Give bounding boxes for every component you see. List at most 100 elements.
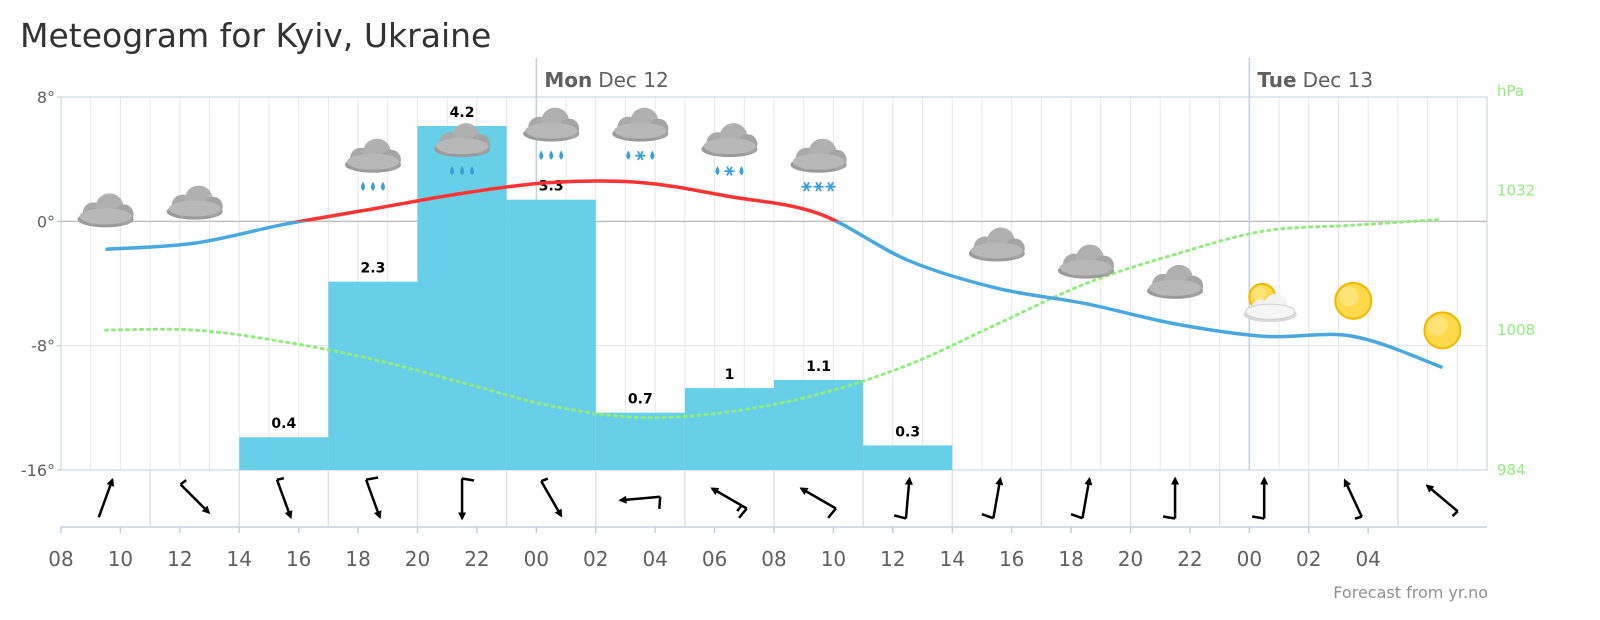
wind-shaft <box>540 480 563 517</box>
x-tick-label: 08 <box>761 547 786 571</box>
wind-barb <box>1162 476 1180 520</box>
wind-feather <box>461 477 475 482</box>
wind-barb <box>540 477 563 518</box>
precipitation-bars <box>239 126 953 470</box>
precipitation-bar <box>328 281 418 470</box>
y-axis-right: hPa 1032 1008 984 <box>1497 82 1535 479</box>
wind-arrowhead <box>1084 476 1093 486</box>
snowflake-arm <box>637 150 644 161</box>
rain-icon <box>434 123 491 176</box>
cloud-part <box>1245 303 1296 320</box>
x-tick-label: 00 <box>1237 547 1262 571</box>
wind-shaft <box>1081 478 1091 519</box>
wind-barb <box>179 479 211 515</box>
precipitation-bar <box>417 126 507 470</box>
credit-link[interactable]: Forecast from yr.no <box>1333 583 1488 602</box>
raindrop <box>460 166 465 176</box>
snow-icon <box>790 138 847 192</box>
wind-shaft <box>179 483 210 514</box>
day-date: Dec 12 <box>598 68 669 92</box>
wind-arrowhead <box>284 510 293 520</box>
y-right-tick-label: 1032 <box>1497 181 1535 199</box>
snowflake-arm <box>827 181 834 192</box>
x-tick-label: 10 <box>108 547 133 571</box>
y-axis-right-title: hPa <box>1497 82 1524 100</box>
cloud-shape <box>166 185 223 220</box>
cloud-icon <box>1057 244 1114 279</box>
wind-barb <box>1251 476 1269 520</box>
x-tick-label: 02 <box>1296 547 1321 571</box>
x-tick-label: 18 <box>345 547 370 571</box>
x-tick-label: 04 <box>1355 547 1380 571</box>
x-tick-label: 14 <box>227 547 252 571</box>
wind-shaft <box>620 495 661 502</box>
wind-half-feather <box>276 477 285 481</box>
wind-arrowhead <box>554 508 563 518</box>
temperature-line-above-zero <box>290 179 841 222</box>
precipitation-value: 2.3 <box>361 261 386 277</box>
cloud-part <box>703 138 756 155</box>
cloud-shape <box>344 138 401 173</box>
day-label: Tue Dec 13 <box>1257 68 1373 92</box>
wind-shaft <box>97 479 114 518</box>
wind-feather <box>981 512 994 520</box>
raindrop <box>370 181 375 191</box>
wind-feather <box>827 507 837 519</box>
cloud-part <box>970 242 1023 259</box>
wind-arrowhead <box>1171 476 1180 485</box>
precipitation-value: 0.3 <box>895 424 920 440</box>
precipitation-bar <box>506 199 596 470</box>
wind-feather <box>1162 515 1176 520</box>
cloud-shape <box>1147 264 1204 299</box>
sleet-icon <box>612 107 669 161</box>
wind-arrowhead <box>618 495 627 504</box>
wind-arrowhead <box>995 476 1004 486</box>
x-tick-label: 00 <box>524 547 549 571</box>
wind-arrowhead <box>373 510 382 520</box>
sun-highlight <box>1338 286 1359 307</box>
precipitation-value: 0.7 <box>628 392 653 408</box>
wind-arrowhead <box>904 476 913 485</box>
precipitation-bar <box>684 388 774 470</box>
cloud-shape <box>1057 244 1114 279</box>
y-tick-label: -16° <box>21 461 55 480</box>
raindrop <box>650 150 655 160</box>
wind-shaft <box>275 479 292 518</box>
raindrop <box>470 166 475 176</box>
wind-shaft <box>364 479 381 518</box>
wind-feather <box>738 507 748 519</box>
y-right-tick-label: 1008 <box>1497 321 1535 339</box>
cloud-icon <box>77 193 134 228</box>
cloud-shape <box>523 107 580 142</box>
cloud-part <box>168 200 221 217</box>
y-right-tick-label: 984 <box>1497 461 1526 479</box>
wind-row <box>61 470 1487 528</box>
precipitation-value: 0.4 <box>271 416 296 432</box>
sleet-icon <box>701 123 758 176</box>
wind-barb <box>275 477 293 520</box>
rain-icon <box>344 138 401 191</box>
cloud-icon <box>968 227 1025 262</box>
wind-barb <box>97 477 115 518</box>
raindrop <box>360 181 365 191</box>
precipitation-value: 1 <box>725 367 735 383</box>
cloud-shape <box>612 107 669 142</box>
wind-barb <box>981 476 1004 520</box>
day-date: Dec 13 <box>1303 68 1374 92</box>
day-label: Mon Dec 12 <box>544 68 668 92</box>
wind-arrowhead <box>1343 478 1352 488</box>
x-tick-label: 16 <box>999 547 1024 571</box>
snowflake-arm <box>726 166 733 176</box>
cloud-icon <box>166 185 223 220</box>
x-tick-label: 02 <box>583 547 608 571</box>
wind-arrowhead <box>1425 484 1435 493</box>
y-tick-label: 8° <box>37 88 55 107</box>
cloud-icon <box>1147 264 1204 299</box>
pressure-line <box>104 217 1444 420</box>
x-tick-label: 06 <box>702 547 727 571</box>
wind-arrowhead <box>458 512 467 521</box>
sun-highlight <box>1428 315 1448 336</box>
raindrop <box>739 166 744 176</box>
wind-feather <box>1251 515 1265 520</box>
